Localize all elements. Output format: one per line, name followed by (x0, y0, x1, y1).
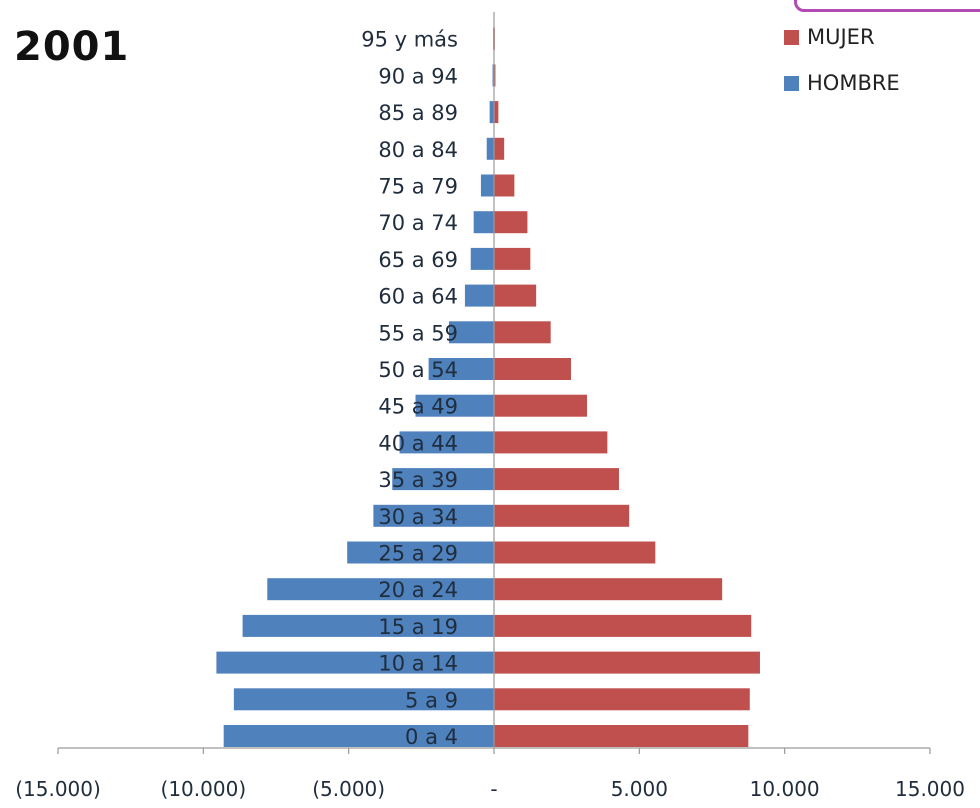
axes (57, 12, 931, 754)
x-tick-label: - (490, 777, 497, 801)
category-label: 20 a 24 (378, 578, 458, 602)
bar-mujer-50-a-54 (494, 358, 572, 380)
legend-label-mujer: MUJER (807, 25, 875, 49)
bar-hombre-10-a-14 (216, 651, 494, 674)
category-label: 70 a 74 (378, 211, 458, 235)
bar-mujer-85-a-89 (494, 101, 499, 124)
bar-hombre-20-a-24 (267, 578, 494, 601)
bar-hombre-15-a-19 (242, 614, 494, 637)
x-tick-label: (10.000) (161, 777, 247, 801)
category-label: 85 a 89 (378, 101, 458, 125)
legend: MUJER HOMBRE (784, 22, 900, 114)
bar-mujer-20-a-24 (494, 578, 723, 601)
category-label: 65 a 69 (378, 248, 458, 272)
bar-mujer-15-a-19 (494, 614, 752, 637)
bar-mujer-5-a-9 (494, 688, 750, 711)
bar-hombre-65-a-69 (470, 247, 494, 270)
category-label: 80 a 84 (378, 138, 458, 162)
bar-hombre-85-a-89 (489, 101, 494, 124)
bar-hombre-30-a-34 (373, 504, 494, 527)
x-tick-label: (15.000) (15, 777, 101, 801)
bar-mujer-0-a-4 (494, 725, 749, 747)
category-label: 30 a 34 (378, 505, 458, 529)
bar-hombre-50-a-54 (428, 358, 494, 380)
bar-mujer-55-a-59 (494, 321, 551, 344)
x-tick-label: 15.000 (895, 777, 965, 801)
bar-hombre-35-a-39 (392, 468, 494, 491)
bar-hombre-45-a-49 (415, 394, 494, 417)
bar-hombre-0-a-4 (223, 725, 494, 747)
category-label: 35 a 39 (378, 468, 458, 492)
bar-mujer-90-a-94 (494, 64, 496, 87)
legend-swatch-hombre (784, 75, 799, 91)
mujer-bars (494, 27, 760, 747)
bar-hombre-80-a-84 (486, 137, 494, 160)
category-label: 10 a 14 (378, 652, 458, 676)
category-label: 50 a 54 (378, 358, 458, 382)
legend-item-mujer: MUJER (784, 22, 900, 52)
bar-mujer-10-a-14 (494, 651, 760, 674)
bar-mujer-65-a-69 (494, 247, 531, 270)
category-labels: 0 a 4 5 a 9 10 a 14 15 a 19 20 a 24 25 a 29 30… (361, 28, 458, 749)
legend-label-hombre: HOMBRE (807, 71, 900, 95)
x-tick-label: (5.000) (312, 777, 385, 801)
bar-mujer-35-a-39 (494, 468, 619, 491)
bar-hombre-25-a-29 (347, 541, 494, 564)
category-label: 45 a 49 (378, 395, 458, 419)
x-tick-label: 10.000 (750, 777, 820, 801)
hombre-bars (216, 27, 494, 747)
category-label: 60 a 64 (378, 285, 458, 309)
category-label: 90 a 94 (378, 64, 458, 88)
category-label: 0 a 4 (405, 725, 458, 749)
category-label: 95 y más (361, 28, 458, 52)
legend-swatch-mujer (784, 29, 799, 45)
bar-mujer-45-a-49 (494, 394, 588, 417)
bar-mujer-40-a-44 (494, 431, 608, 454)
category-label: 40 a 44 (378, 431, 458, 455)
bar-hombre-55-a-59 (448, 321, 494, 344)
corner-accent-frame (794, 0, 980, 12)
bar-hombre-5-a-9 (233, 688, 494, 711)
bar-hombre-75-a-79 (480, 174, 494, 197)
category-label: 5 a 9 (405, 688, 458, 712)
bar-mujer-75-a-79 (494, 174, 515, 197)
bar-mujer-70-a-74 (494, 211, 528, 234)
chart-title: 2001 (14, 24, 130, 70)
bar-mujer-30-a-34 (494, 504, 630, 527)
bar-hombre-60-a-64 (464, 284, 494, 307)
bar-hombre-70-a-74 (473, 211, 494, 234)
bar-mujer-60-a-64 (494, 284, 537, 307)
category-label: 55 a 59 (378, 321, 458, 345)
bar-hombre-40-a-44 (399, 431, 494, 454)
category-label: 25 a 29 (378, 542, 458, 566)
x-tick-label: 5.000 (611, 777, 668, 801)
bar-mujer-25-a-29 (494, 541, 656, 564)
x-tick-labels: (15.000) (10.000) (5.000) - 5.000 10.000 15.00… (15, 777, 965, 801)
category-label: 75 a 79 (378, 175, 458, 199)
bar-mujer-80-a-84 (494, 137, 505, 160)
legend-item-hombre: HOMBRE (784, 68, 900, 98)
bar-hombre-90-a-94 (492, 64, 494, 87)
category-label: 15 a 19 (378, 615, 458, 639)
